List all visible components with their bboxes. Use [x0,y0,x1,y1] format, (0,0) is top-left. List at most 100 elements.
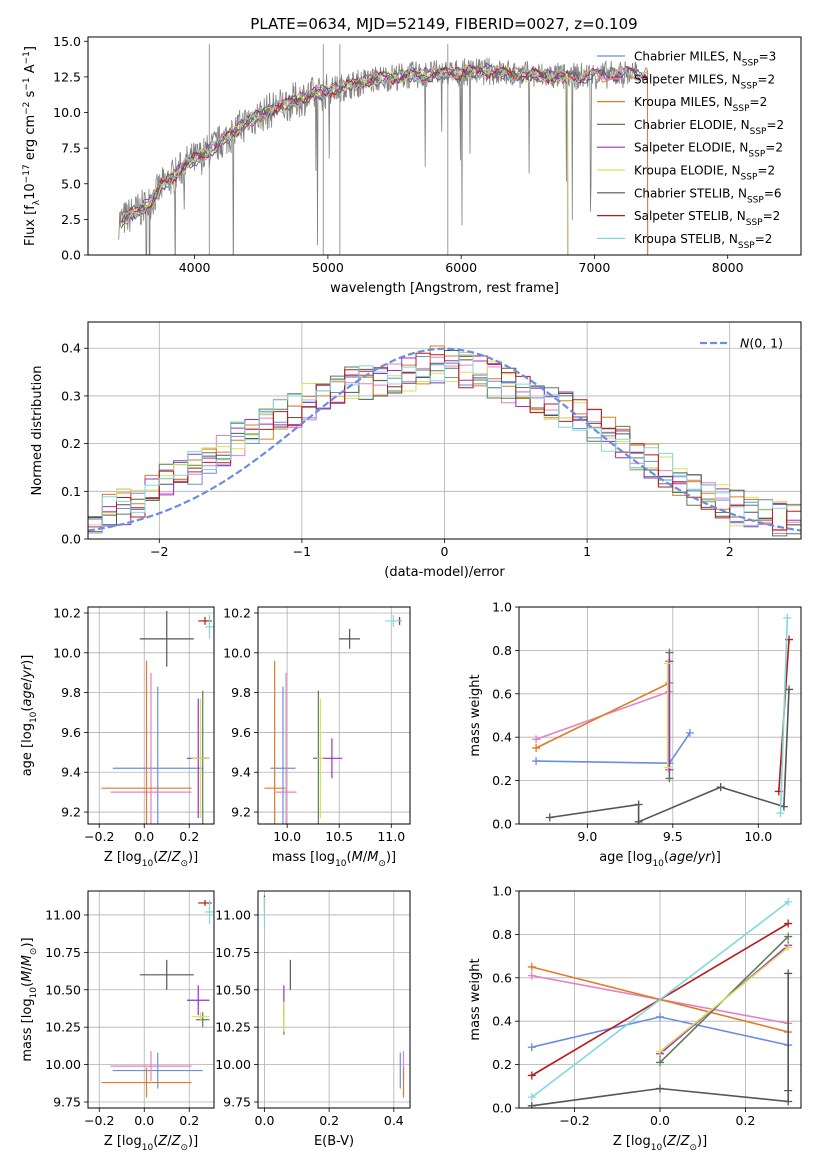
legend-label: Chabrier MILES, NSSP=3 [634,50,776,69]
y-tick-label: 1.0 [492,600,512,615]
errorbar-point [191,698,210,819]
weight-marker [527,971,536,980]
weight-series-line [549,689,790,824]
model-spectrum-line [120,63,649,255]
axes-frame [518,890,802,1109]
legend-label: Chabrier STELIB, NSSP=6 [634,186,782,205]
axes-frame [87,890,215,1109]
x-tick-label: 2 [726,544,734,559]
y-tick-label: 10.25 [45,1020,81,1035]
y-tick-label: 9.2 [61,805,81,820]
y-tick-label: 10.25 [215,1020,251,1035]
y-tick-label: 9.8 [231,685,251,700]
y-tick-label: 0.2 [492,1057,512,1072]
weight-marker [716,783,725,792]
age-vs-Z-y-label: age [log10(age/yr)] [20,655,39,777]
weight-marker [784,932,793,941]
legend-item: Chabrier STELIB, NSSP=6 [597,186,782,205]
axes-frame [257,606,411,825]
y-tick-label: 9.75 [223,1095,251,1110]
legend-item: Salpeter STELIB, NSSP=2 [597,209,780,228]
axes-frame [518,606,802,825]
legend-label: N(0, 1) [740,336,783,351]
legend-item: Kroupa MILES, NSSP=2 [597,95,767,114]
y-tick-label: 0.4 [492,1014,512,1029]
y-tick-label: 10.75 [45,945,81,960]
x-tick-label: 7000 [579,260,611,275]
y-tick-label: 12.5 [53,69,81,84]
y-tick-label: 11.00 [45,907,81,922]
y-tick-label: 2.5 [61,212,81,227]
axes-frame [87,321,802,540]
weight-vs-age-x-label: age [log10(age/yr)] [599,850,721,869]
x-tick-label: 0.2 [319,1113,339,1128]
weight-series-line [779,617,789,814]
y-tick-label: 0.2 [61,436,81,451]
weight-marker [784,943,793,952]
weight-marker [783,613,792,622]
errorbar-point [101,660,192,824]
x-tick-label: 0.0 [650,1113,670,1128]
x-tick-label: 0.0 [134,1113,154,1128]
weight-marker [656,1012,664,1021]
x-tick-label: 0.2 [736,1113,756,1128]
x-tick-label: −0.2 [84,829,114,844]
errorbar-point [339,628,361,649]
errorbar-point [205,614,214,639]
y-tick-label: 10.0 [223,645,251,660]
y-tick-label: 10.0 [53,645,81,660]
weight-marker [665,648,674,657]
y-tick-label: 0.4 [61,341,81,356]
weight-marker [527,962,536,971]
x-tick-label: 8000 [712,260,744,275]
weight-vs-Z-y-label: mass weight [468,958,483,1040]
figure-title: PLATE=0634, MJD=52149, FIBERID=0027, z=0… [250,15,637,33]
errorbar-point [317,698,324,819]
errorbar-point [187,985,210,1016]
weight-marker [527,1093,536,1102]
y-tick-label: 0.6 [492,686,512,701]
axes-frame [87,606,215,825]
y-tick-label: 1.0 [492,884,512,899]
x-tick-label: 5000 [312,260,344,275]
residual-histogram [88,352,801,534]
axes-frame [257,890,411,1109]
weight-marker [776,809,785,818]
weight-marker [656,1047,664,1056]
weight-marker [784,1097,793,1106]
y-tick-label: 10.75 [215,945,251,960]
weight-marker [685,728,694,737]
y-tick-label: 10.50 [45,982,81,997]
weight-marker [545,813,554,822]
weight-series-line [531,901,789,1098]
model-spectrum-line [121,63,569,255]
y-tick-label: 7.5 [61,141,81,156]
weight-marker [634,800,643,809]
x-tick-label: 1 [583,544,591,559]
legend-label: Chabrier ELODIE, NSSP=2 [634,118,784,137]
errorbar-point [264,660,286,824]
legend-item: Kroupa STELIB, NSSP=2 [597,232,772,251]
axes-frame [87,36,802,256]
data-spectrum-line [118,57,638,255]
errorbar-point [196,1012,210,1028]
y-tick-label: 10.00 [215,1057,251,1072]
weight-marker [663,763,672,772]
x-tick-label: 0.0 [255,1113,275,1128]
chart-spectrum: 4000 5000 6000 7000 8000 0.0 2.5 5.0 7.5 10.0 12.5… [22,34,802,296]
y-tick-label: 0.1 [61,484,81,499]
chart-mass-vs-Z: −0.2 0.0 0.2 9.75 10.00 10.25 10.50 10.75 11.00 Z… [20,890,215,1153]
plot-area [532,613,794,824]
chart-age-vs-Z: −0.2 0.0 0.2 9.2 9.4 9.6 9.8 10.0 10.2 Z [log10(Z… [20,605,215,869]
y-tick-label: 0.8 [492,927,512,942]
x-tick-label: −2 [150,544,168,559]
x-tick-label: 9.5 [663,829,683,844]
residuals-y-label: Normed distribution [30,366,45,496]
plot-area [527,897,793,1108]
errorbar-point [385,614,402,627]
mass-vs-Z-y-label: mass [log10(M/M⊙)] [20,937,39,1061]
y-tick-label: 9.2 [231,805,251,820]
y-tick-label: 9.4 [231,765,251,780]
spectrum-x-label: wavelength [Angstrom, rest frame] [330,281,559,296]
